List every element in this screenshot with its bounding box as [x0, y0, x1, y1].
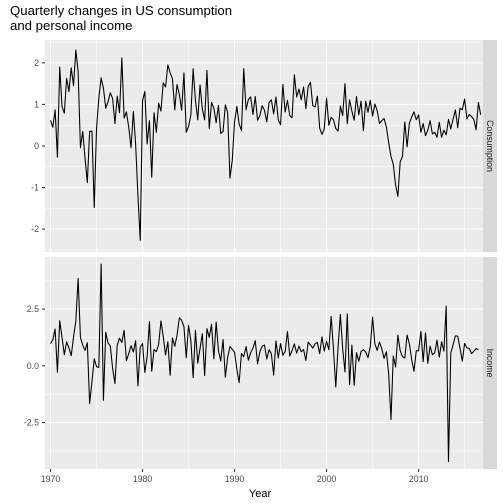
y-tick-label: -2.5 — [24, 418, 39, 428]
y-tick-label: -2 — [31, 224, 39, 234]
facets: -2 -1 0 1 2 Consumption -2.5 0.0 2.5 Income 1970 19… — [24, 40, 497, 484]
y-tick-label: 2 — [34, 58, 39, 68]
facet-consumption: -2 -1 0 1 2 Consumption — [31, 40, 497, 252]
x-tick-label: 2010 — [409, 474, 429, 484]
x-axis-title: Year — [249, 488, 272, 500]
panel-background — [45, 257, 483, 469]
x-tick-label: 1980 — [133, 474, 153, 484]
x-tick-label: 2000 — [317, 474, 337, 484]
y-tick-label: 1 — [34, 99, 39, 109]
chart-title-line-1: Quarterly changes in US consumption — [10, 3, 232, 18]
facet-strip — [483, 40, 497, 252]
chart-title-line-2: and personal income — [10, 18, 132, 33]
series-line-consumption — [50, 49, 482, 241]
facet-strip — [483, 257, 497, 469]
x-tick-label: 1970 — [41, 474, 61, 484]
y-tick-label: 2.5 — [27, 304, 39, 314]
facet-income: -2.5 0.0 2.5 Income 1970 1980 1990 2000 2010 — [24, 257, 497, 484]
y-tick-label: 0 — [34, 141, 39, 151]
x-tick-label: 1990 — [225, 474, 245, 484]
facet-strip-label: Income — [485, 349, 495, 378]
series-line-income — [50, 263, 479, 463]
y-tick-label: -1 — [31, 183, 39, 193]
y-tick-label: 0.0 — [27, 361, 39, 371]
facet-strip-label: Consumption — [485, 120, 495, 172]
